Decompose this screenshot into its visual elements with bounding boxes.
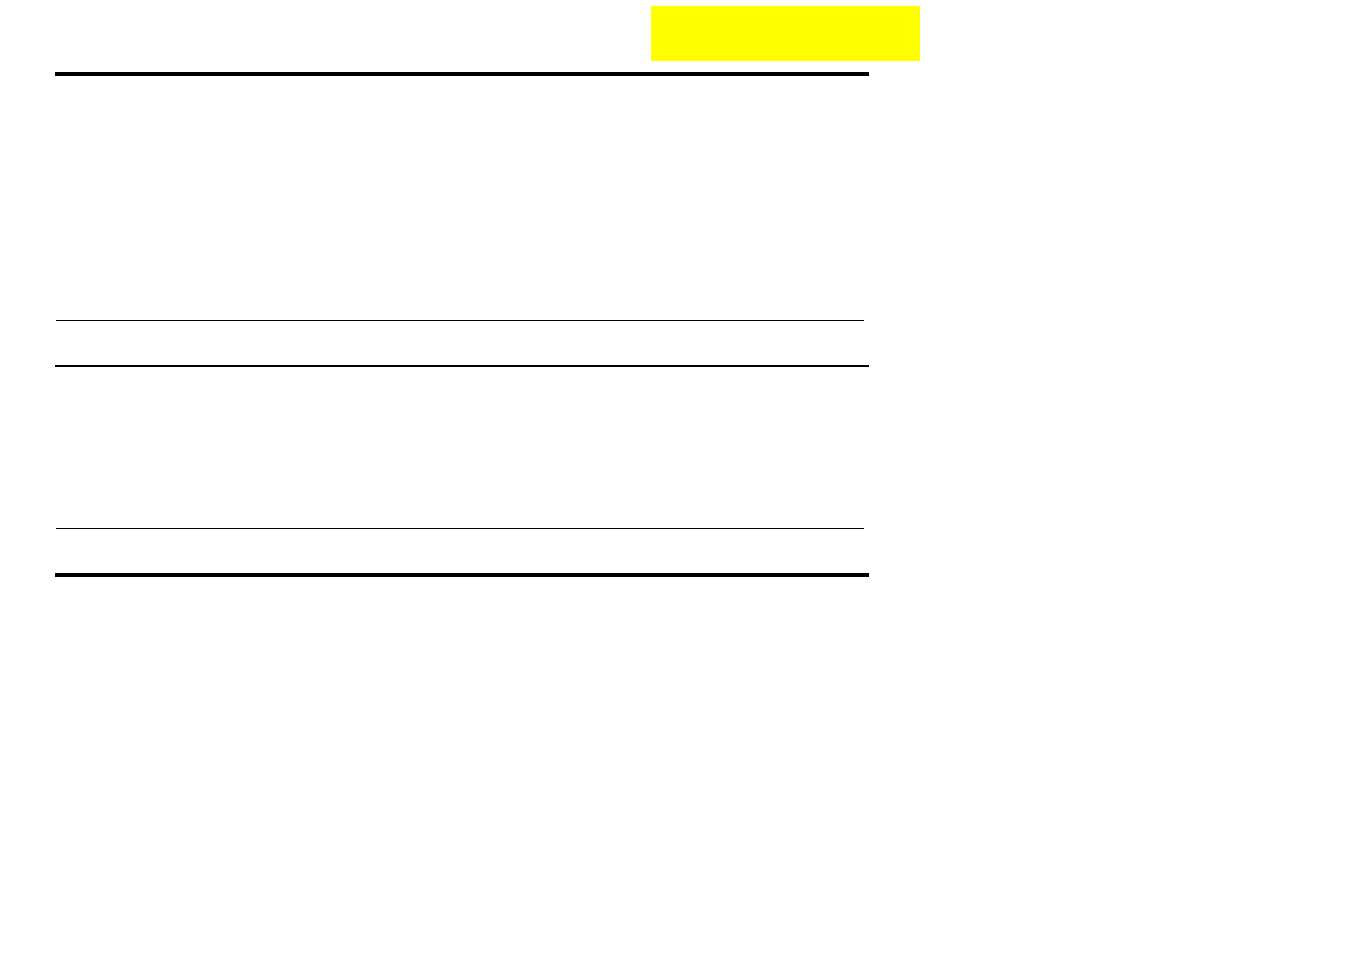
rule-1 <box>55 72 869 76</box>
rule-4 <box>56 528 864 529</box>
rule-3 <box>55 365 869 367</box>
rule-5 <box>55 573 869 577</box>
rule-2 <box>56 320 864 321</box>
highlight-box <box>651 6 920 61</box>
